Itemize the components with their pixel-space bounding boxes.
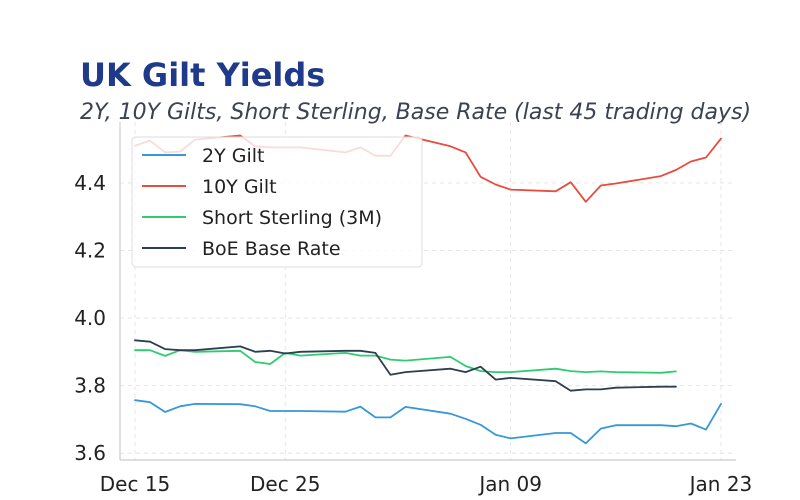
x-tick-label: Jan 09 [477,472,542,496]
y-tick-label: 3.6 [74,441,106,465]
x-tick-label: Dec 15 [100,472,171,496]
legend-label-ss: Short Sterling (3M) [202,207,382,229]
legend-label-2y: 2Y Gilt [202,145,264,167]
series-line-10y [134,134,722,203]
legend-box [131,136,423,268]
series-line-boe [134,339,677,392]
x-tick-label: Dec 25 [250,472,321,496]
legend: 2Y Gilt 10Y Gilt Short Sterling (3M) BoE Ba… [131,136,423,268]
y-tick-label: 4.2 [74,238,106,262]
plot-area [134,134,722,445]
chart-title: UK Gilt Yields [80,56,325,94]
x-axis: Dec 15 Dec 25 Jan 09 Jan 23 [100,472,753,496]
series-line-ss [134,349,677,374]
y-tick-label: 4.0 [74,306,106,330]
y-tick-label: 3.8 [74,374,106,398]
series-line-2y [134,399,722,445]
x-tick-label: Jan 23 [688,472,753,496]
legend-label-10y: 10Y Gilt [202,176,277,198]
y-tick-label: 4.4 [74,171,106,195]
legend-label-boe: BoE Base Rate [202,238,341,260]
y-axis: 3.6 3.8 4.0 4.2 4.4 [74,171,106,465]
chart-subtitle: 2Y, 10Y Gilts, Short Sterling, Base Rate… [80,100,751,125]
